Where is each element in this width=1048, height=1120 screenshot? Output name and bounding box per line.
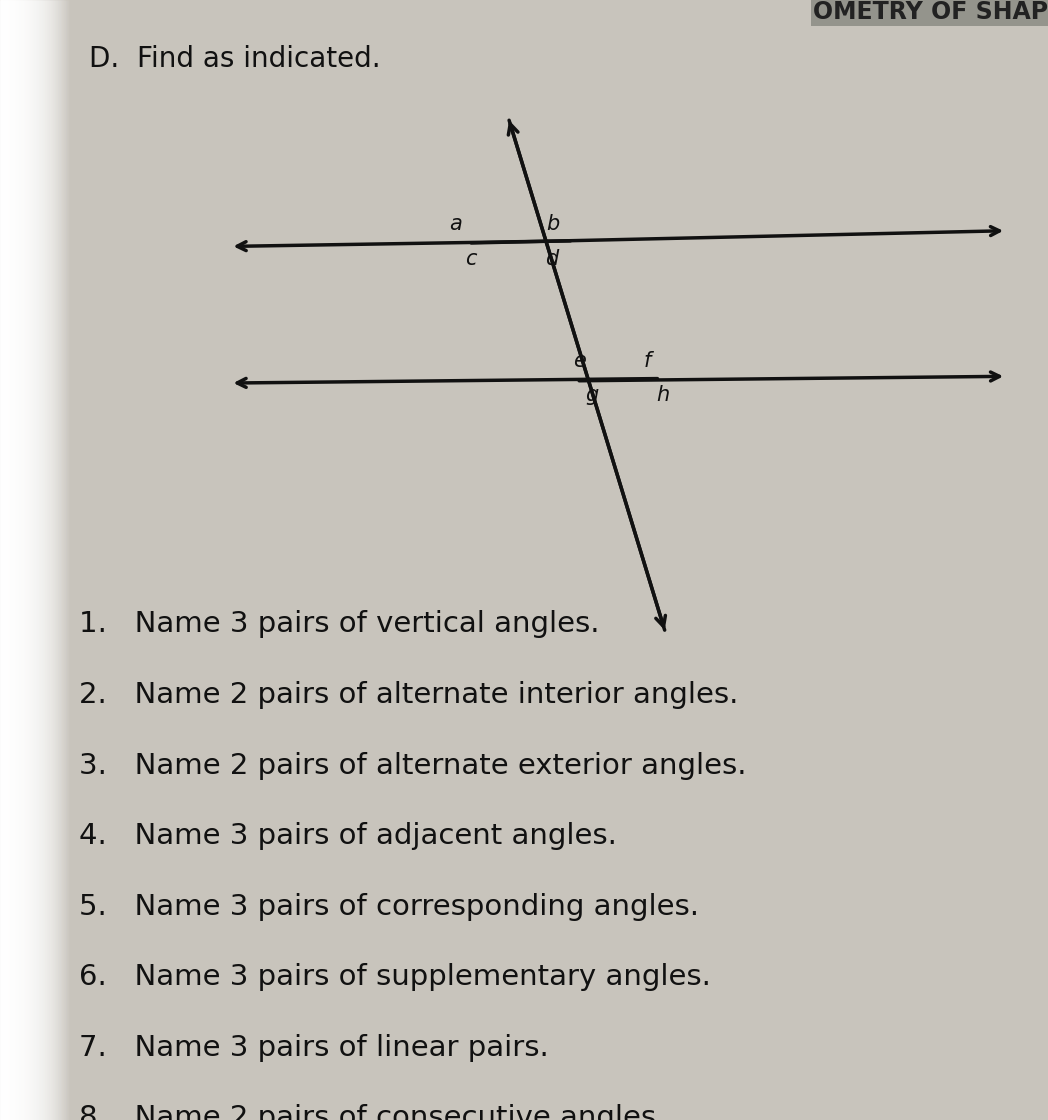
Text: b: b	[547, 214, 560, 234]
Text: 2.   Name 2 pairs of alternate interior angles.: 2. Name 2 pairs of alternate interior an…	[79, 681, 738, 709]
Text: a: a	[450, 214, 462, 234]
Text: g: g	[586, 385, 598, 405]
Text: OMETRY OF SHAP: OMETRY OF SHAP	[813, 0, 1048, 24]
Text: D.  Find as indicated.: D. Find as indicated.	[89, 45, 380, 73]
Text: h: h	[657, 385, 670, 405]
Text: f: f	[643, 351, 652, 371]
Text: e: e	[573, 351, 586, 371]
Text: 7.   Name 3 pairs of linear pairs.: 7. Name 3 pairs of linear pairs.	[79, 1034, 548, 1062]
Text: c: c	[465, 249, 476, 269]
Text: 4.   Name 3 pairs of adjacent angles.: 4. Name 3 pairs of adjacent angles.	[79, 822, 616, 850]
Text: 8.   Name 2 pairs of consecutive angles.: 8. Name 2 pairs of consecutive angles.	[79, 1104, 665, 1120]
Text: 3.   Name 2 pairs of alternate exterior angles.: 3. Name 2 pairs of alternate exterior an…	[79, 752, 746, 780]
Text: d: d	[545, 249, 558, 269]
Text: 5.   Name 3 pairs of corresponding angles.: 5. Name 3 pairs of corresponding angles.	[79, 893, 699, 921]
Text: 1.   Name 3 pairs of vertical angles.: 1. Name 3 pairs of vertical angles.	[79, 610, 599, 638]
Text: 6.   Name 3 pairs of supplementary angles.: 6. Name 3 pairs of supplementary angles.	[79, 963, 711, 991]
